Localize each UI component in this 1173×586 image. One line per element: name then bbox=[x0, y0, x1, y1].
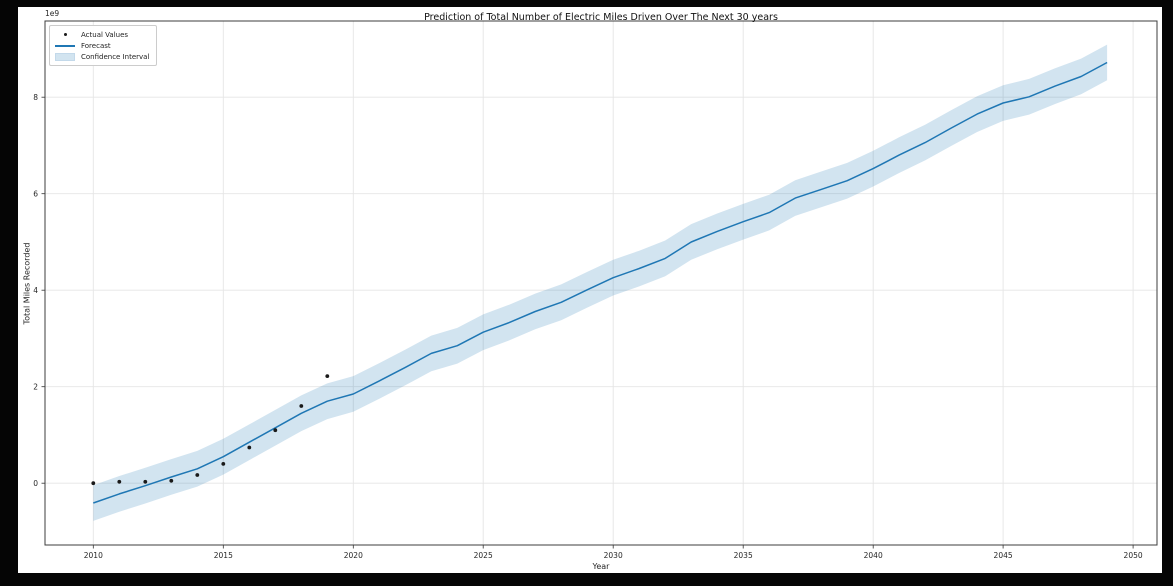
x-tick-label-2045: 2045 bbox=[994, 551, 1013, 560]
actual-value-point-2012 bbox=[143, 479, 148, 484]
line-marker-icon bbox=[55, 44, 75, 47]
x-tick-label-2010: 2010 bbox=[84, 551, 103, 560]
x-tick-label-2035: 2035 bbox=[734, 551, 753, 560]
y-axis-label: Total Miles Recorded bbox=[22, 242, 32, 325]
axes-frame bbox=[44, 20, 1158, 546]
x-tick-label-2015: 2015 bbox=[214, 551, 233, 560]
y-tick-label-8: 8 bbox=[33, 93, 38, 102]
actual-value-point-2017 bbox=[273, 428, 278, 433]
forecast-line bbox=[93, 61, 1108, 504]
x-tick-label-2050: 2050 bbox=[1124, 551, 1143, 560]
actual-value-point-2013 bbox=[169, 478, 174, 483]
x-axis-label: Year bbox=[592, 562, 610, 571]
y-tick-label-2: 2 bbox=[33, 382, 38, 391]
x-tick-label-2025: 2025 bbox=[474, 551, 493, 560]
confidence-interval-band bbox=[93, 44, 1108, 521]
chart-title: Prediction of Total Number of Electric M… bbox=[424, 12, 778, 23]
legend-label: Actual Values bbox=[81, 30, 129, 39]
actual-value-point-2015 bbox=[221, 462, 226, 466]
actual-value-point-2018 bbox=[299, 404, 304, 408]
x-tick-label-2020: 2020 bbox=[344, 551, 363, 560]
y-tick-label-0: 0 bbox=[33, 479, 38, 488]
legend-item-2: Confidence Interval bbox=[55, 51, 149, 62]
actual-value-point-2011 bbox=[117, 479, 122, 484]
actual-value-point-2014 bbox=[195, 473, 200, 477]
y-tick-label-4: 4 bbox=[33, 286, 38, 295]
point-marker-icon bbox=[55, 33, 75, 36]
legend: Actual Values Forecast Confidence Interval bbox=[49, 25, 158, 66]
y-tick-label-6: 6 bbox=[33, 189, 38, 198]
legend-label: Forecast bbox=[81, 41, 111, 50]
actual-value-point-2010 bbox=[91, 481, 96, 486]
actual-value-point-2016 bbox=[247, 445, 252, 450]
x-tick-label-2040: 2040 bbox=[864, 551, 883, 560]
x-tick-label-2030: 2030 bbox=[604, 551, 623, 560]
y-axis-offset-text: 1e9 bbox=[45, 9, 60, 18]
figure-canvas: 2010 2015 2020 2025 2030 2035 2040 2045 2050 0 2 4 6… bbox=[18, 7, 1162, 573]
legend-item-1: Forecast bbox=[55, 40, 149, 51]
patch-marker-icon bbox=[55, 52, 75, 61]
legend-label: Confidence Interval bbox=[81, 52, 150, 61]
actual-value-point-2019 bbox=[325, 374, 330, 378]
legend-item-0: Actual Values bbox=[55, 29, 149, 40]
plot-area: 2010 2015 2020 2025 2030 2035 2040 2045 2050 0 2 4 6… bbox=[33, 20, 1158, 560]
